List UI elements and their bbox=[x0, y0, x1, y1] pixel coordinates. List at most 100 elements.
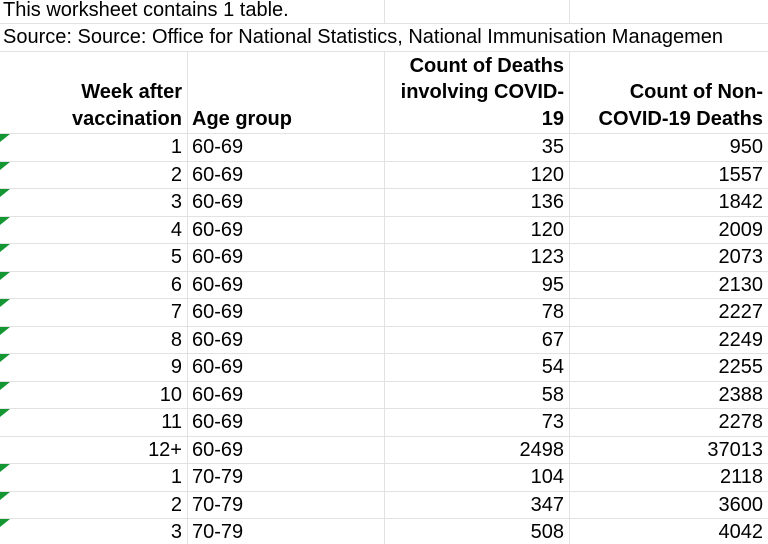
cell-corner-flag-icon bbox=[0, 464, 10, 472]
cell-age-group[interactable]: 60-69 bbox=[188, 244, 385, 271]
table-row: 10 60-69 58 2388 bbox=[0, 381, 768, 409]
column-header-non-covid-deaths[interactable]: Count of Non- COVID-19 Deaths bbox=[570, 52, 768, 134]
empty-cell[interactable] bbox=[570, 0, 768, 23]
cell-non-covid-deaths[interactable]: 3600 bbox=[718, 493, 764, 516]
column-header-label: Week after vaccination bbox=[71, 81, 182, 130]
cell-covid-deaths[interactable]: 54 bbox=[385, 354, 570, 381]
cell-corner-flag-icon bbox=[0, 161, 10, 170]
cell-corner-flag-icon bbox=[0, 381, 10, 390]
cell-non-covid-deaths[interactable]: 2278 bbox=[718, 411, 764, 433]
cell-non-covid-deaths[interactable]: 1557 bbox=[718, 163, 764, 186]
cell-age-group[interactable]: 60-69 bbox=[188, 299, 385, 326]
cell-covid-deaths[interactable]: 104 bbox=[385, 464, 570, 491]
cell-covid-deaths[interactable]: 58 bbox=[385, 381, 570, 408]
table-row: 9 60-69 54 2255 bbox=[0, 354, 768, 382]
cell-covid-deaths[interactable]: 136 bbox=[385, 189, 570, 216]
cell-corner-flag-icon bbox=[0, 354, 10, 362]
cell-week-after-vaccination[interactable]: 1 bbox=[0, 464, 188, 491]
cell-week-after-vaccination[interactable]: 5 bbox=[0, 244, 188, 271]
cell-covid-deaths[interactable]: 2498 bbox=[385, 436, 570, 463]
cell-week-after-vaccination[interactable]: 3 bbox=[0, 519, 188, 544]
table-row: 11 60-69 73 2278 bbox=[0, 409, 768, 437]
column-header-label: Count of Non- COVID-19 Deaths bbox=[598, 81, 764, 130]
column-header-label: Count of Deaths involving COVID- 19 bbox=[400, 54, 564, 130]
cell-non-covid-deaths[interactable]: 2118 bbox=[719, 466, 763, 488]
cell-week-after-vaccination[interactable]: 2 bbox=[0, 161, 188, 188]
cell-non-covid-deaths[interactable]: 2388 bbox=[718, 383, 764, 406]
cell-non-covid-deaths[interactable]: 2073 bbox=[718, 246, 764, 268]
column-header-age-group[interactable]: Age group bbox=[188, 51, 385, 133]
cell-week-after-vaccination[interactable]: 9 bbox=[0, 354, 188, 381]
cell-week-after-vaccination[interactable]: 10 bbox=[0, 381, 188, 408]
table-body: 1 60-69 35 950 2 60-69 120 1557 3 60-69 … bbox=[0, 134, 768, 544]
cell-covid-deaths[interactable]: 120 bbox=[385, 216, 570, 243]
cell-non-covid-deaths[interactable]: 2227 bbox=[718, 301, 764, 323]
cell-covid-deaths[interactable]: 123 bbox=[385, 244, 570, 271]
cell-age-group[interactable]: 60-69 bbox=[188, 436, 385, 463]
cell-age-group[interactable]: 60-69 bbox=[188, 161, 385, 188]
table-row: 8 60-69 67 2249 bbox=[0, 326, 768, 354]
cell-age-group[interactable]: 60-69 bbox=[188, 271, 385, 298]
cell-week-after-vaccination[interactable]: 2 bbox=[0, 491, 188, 518]
column-header-week-after-vaccination[interactable]: Week after vaccination bbox=[0, 51, 188, 133]
table-row: 2 70-79 347 3600 bbox=[0, 491, 768, 519]
column-header-label: Age group bbox=[192, 107, 292, 130]
cell-corner-flag-icon bbox=[0, 326, 10, 335]
cell-covid-deaths[interactable]: 95 bbox=[385, 271, 570, 298]
cell-age-group[interactable]: 60-69 bbox=[188, 326, 385, 353]
cell-age-group[interactable]: 70-79 bbox=[188, 464, 385, 491]
cell-corner-flag-icon bbox=[0, 216, 10, 225]
table-row: 12+ 60-69 2498 37013 bbox=[0, 436, 768, 464]
cell-covid-deaths[interactable]: 73 bbox=[385, 409, 570, 436]
table-row: 5 60-69 123 2073 bbox=[0, 244, 768, 272]
cell-covid-deaths[interactable]: 67 bbox=[385, 326, 570, 353]
cell-covid-deaths[interactable]: 120 bbox=[385, 161, 570, 188]
cell-corner-flag-icon bbox=[0, 299, 10, 307]
cell-covid-deaths[interactable]: 347 bbox=[385, 491, 570, 518]
cell-non-covid-deaths[interactable]: 1842 bbox=[718, 191, 764, 213]
cell-week-after-vaccination[interactable]: 6 bbox=[0, 271, 188, 298]
table-row: 4 60-69 120 2009 bbox=[0, 216, 768, 244]
cell-corner-flag-icon bbox=[0, 134, 10, 142]
table-header-row: Week after vaccination Age group Count o… bbox=[0, 51, 768, 134]
cell-corner-flag-icon bbox=[0, 491, 10, 500]
source-cell[interactable]: Source: Source: Office for National Stat… bbox=[3, 26, 723, 48]
table-row: 3 60-69 136 1842 bbox=[0, 189, 768, 217]
worksheet-note-cell[interactable]: This worksheet contains 1 table. bbox=[0, 0, 385, 23]
cell-age-group[interactable]: 70-79 bbox=[188, 519, 385, 544]
cell-non-covid-deaths[interactable]: 37013 bbox=[707, 438, 763, 461]
cell-age-group[interactable]: 60-69 bbox=[188, 381, 385, 408]
cell-week-after-vaccination[interactable]: 7 bbox=[0, 299, 188, 326]
cell-corner-flag-icon bbox=[0, 519, 10, 527]
cell-non-covid-deaths[interactable]: 950 bbox=[729, 136, 763, 158]
cell-week-after-vaccination[interactable]: 8 bbox=[0, 326, 188, 353]
empty-cell[interactable] bbox=[385, 0, 570, 23]
cell-non-covid-deaths[interactable]: 4042 bbox=[718, 521, 764, 543]
table-row: 3 70-79 508 4042 bbox=[0, 519, 768, 544]
cell-non-covid-deaths[interactable]: 2249 bbox=[718, 328, 764, 351]
cell-age-group[interactable]: 60-69 bbox=[188, 134, 385, 161]
cell-age-group[interactable]: 70-79 bbox=[188, 491, 385, 518]
cell-age-group[interactable]: 60-69 bbox=[188, 216, 385, 243]
cell-corner-flag-icon bbox=[0, 189, 10, 197]
cell-week-after-vaccination[interactable]: 4 bbox=[0, 216, 188, 243]
source-row: Source: Source: Office for National Stat… bbox=[0, 24, 768, 52]
cell-age-group[interactable]: 60-69 bbox=[188, 409, 385, 436]
column-header-covid-deaths[interactable]: Count of Deaths involving COVID- 19 bbox=[385, 51, 570, 133]
cell-week-after-vaccination[interactable]: 11 bbox=[0, 409, 188, 436]
cell-age-group[interactable]: 60-69 bbox=[188, 189, 385, 216]
cell-week-after-vaccination[interactable]: 3 bbox=[0, 189, 188, 216]
cell-covid-deaths[interactable]: 78 bbox=[385, 299, 570, 326]
cell-week-after-vaccination[interactable]: 12+ bbox=[0, 436, 188, 463]
cell-non-covid-deaths[interactable]: 2130 bbox=[718, 273, 764, 296]
cell-covid-deaths[interactable]: 35 bbox=[385, 134, 570, 161]
cell-week-after-vaccination[interactable]: 1 bbox=[0, 134, 188, 161]
table-row: 7 60-69 78 2227 bbox=[0, 299, 768, 327]
cell-corner-flag-icon bbox=[0, 244, 10, 252]
cell-non-covid-deaths[interactable]: 2255 bbox=[718, 356, 764, 378]
cell-age-group[interactable]: 60-69 bbox=[188, 354, 385, 381]
cell-covid-deaths[interactable]: 508 bbox=[385, 519, 570, 544]
cell-non-covid-deaths[interactable]: 2009 bbox=[718, 218, 764, 241]
